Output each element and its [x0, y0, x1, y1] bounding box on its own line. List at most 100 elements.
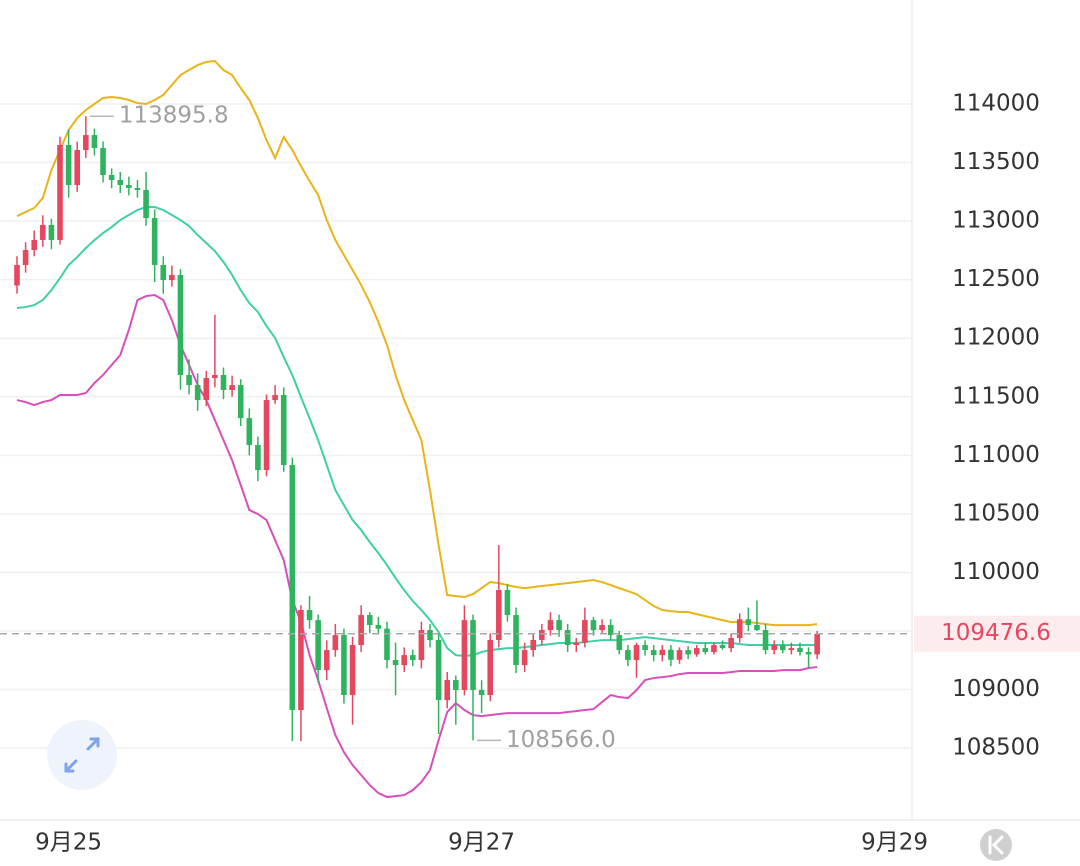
candle-body — [427, 630, 433, 641]
y-tick-label: 111000 — [952, 442, 1040, 468]
candle-body — [659, 649, 666, 656]
candle-body — [194, 385, 201, 401]
candle-body — [220, 374, 227, 390]
candle-body — [255, 445, 261, 471]
grid-layer — [0, 103, 912, 749]
candle-body — [599, 625, 605, 631]
annotation-label: 108566.0 — [506, 727, 616, 753]
candle-body — [366, 615, 373, 626]
candle-body — [719, 645, 726, 649]
candle-body — [57, 144, 63, 240]
candle-body — [762, 630, 769, 651]
x-tick-label: 9月29 — [861, 830, 928, 856]
bands-layer — [16, 59, 818, 799]
candle-body — [280, 395, 287, 466]
candle-body — [203, 378, 210, 401]
candle-body — [246, 418, 253, 446]
candle-body — [341, 635, 347, 696]
y-tick-label: 109000 — [952, 676, 1040, 702]
current-price-label: 109476.6 — [941, 620, 1051, 646]
candle-body — [375, 625, 382, 629]
candle-body — [169, 274, 175, 281]
candle-body — [805, 652, 812, 655]
y-tick-label: 114000 — [952, 90, 1040, 116]
candle-body — [625, 650, 631, 661]
candle-body — [633, 645, 640, 661]
candle-body — [384, 628, 390, 661]
band-line — [16, 293, 818, 799]
candle-body — [358, 615, 364, 646]
candle-body — [496, 589, 502, 641]
candle-body — [83, 135, 89, 151]
candle-body — [229, 385, 235, 390]
band-line — [16, 59, 818, 627]
candle-body — [435, 640, 442, 701]
candle-body — [401, 655, 407, 666]
candle-body — [409, 655, 416, 661]
candle-body — [22, 250, 29, 266]
candle-body — [134, 187, 141, 190]
candle-body — [461, 620, 468, 691]
candle-body — [212, 374, 218, 379]
candle-body — [779, 645, 786, 651]
candle-body — [453, 680, 459, 691]
expand-icon[interactable] — [64, 737, 100, 773]
candle-body — [702, 648, 709, 653]
candle-body — [754, 625, 760, 631]
candle-body — [40, 224, 46, 240]
candle-body — [513, 615, 519, 666]
candle-body — [349, 645, 356, 696]
y-tick-label: 111500 — [952, 383, 1040, 409]
candle-body — [478, 690, 485, 696]
candle-body — [573, 642, 580, 646]
candle-body — [797, 648, 803, 653]
candles-layer — [14, 116, 820, 742]
y-tick-label: 113000 — [952, 208, 1040, 234]
y-tick-label: 112000 — [952, 325, 1040, 351]
candle-body — [306, 610, 313, 621]
candle-body — [711, 645, 717, 653]
candle-body — [332, 635, 339, 651]
candle-body — [728, 638, 734, 649]
expand-button-bg[interactable] — [47, 720, 117, 790]
candle-body — [745, 619, 752, 626]
candle-body — [48, 224, 55, 240]
candle-body — [685, 650, 691, 655]
candle-body — [263, 400, 270, 471]
candle-body — [289, 465, 296, 711]
candle-body — [487, 640, 494, 696]
scroll-to-end-button[interactable] — [980, 829, 1012, 861]
labels-layer: 1085001090001095001100001105001110001115… — [0, 90, 1080, 856]
scroll-icon[interactable] — [988, 835, 1004, 855]
candle-body — [539, 630, 545, 641]
candle-body — [108, 174, 115, 180]
current-price-badge — [914, 615, 1080, 652]
candle-body — [504, 589, 511, 616]
candle-body — [814, 633, 820, 655]
candle-body — [788, 648, 795, 651]
candle-body — [31, 239, 38, 251]
candle-body — [607, 625, 614, 636]
candle-body — [642, 645, 648, 651]
candle-body — [117, 179, 124, 186]
candle-body — [676, 650, 683, 660]
candle-body — [91, 135, 98, 149]
candle-body — [160, 265, 167, 281]
candle-body — [100, 148, 106, 175]
candle-body — [65, 144, 72, 186]
candle-body — [530, 640, 537, 651]
candle-body — [14, 265, 20, 286]
candle-body — [650, 650, 657, 656]
candle-body — [237, 385, 244, 419]
expand-button[interactable] — [47, 720, 117, 790]
candle-body — [470, 620, 476, 691]
candle-body — [521, 650, 528, 666]
candle-body — [126, 185, 132, 188]
candle-body — [74, 150, 81, 186]
candle-body — [323, 650, 330, 671]
x-tick-label: 9月27 — [448, 830, 515, 856]
candle-body — [582, 620, 588, 643]
candle-body — [556, 620, 562, 631]
